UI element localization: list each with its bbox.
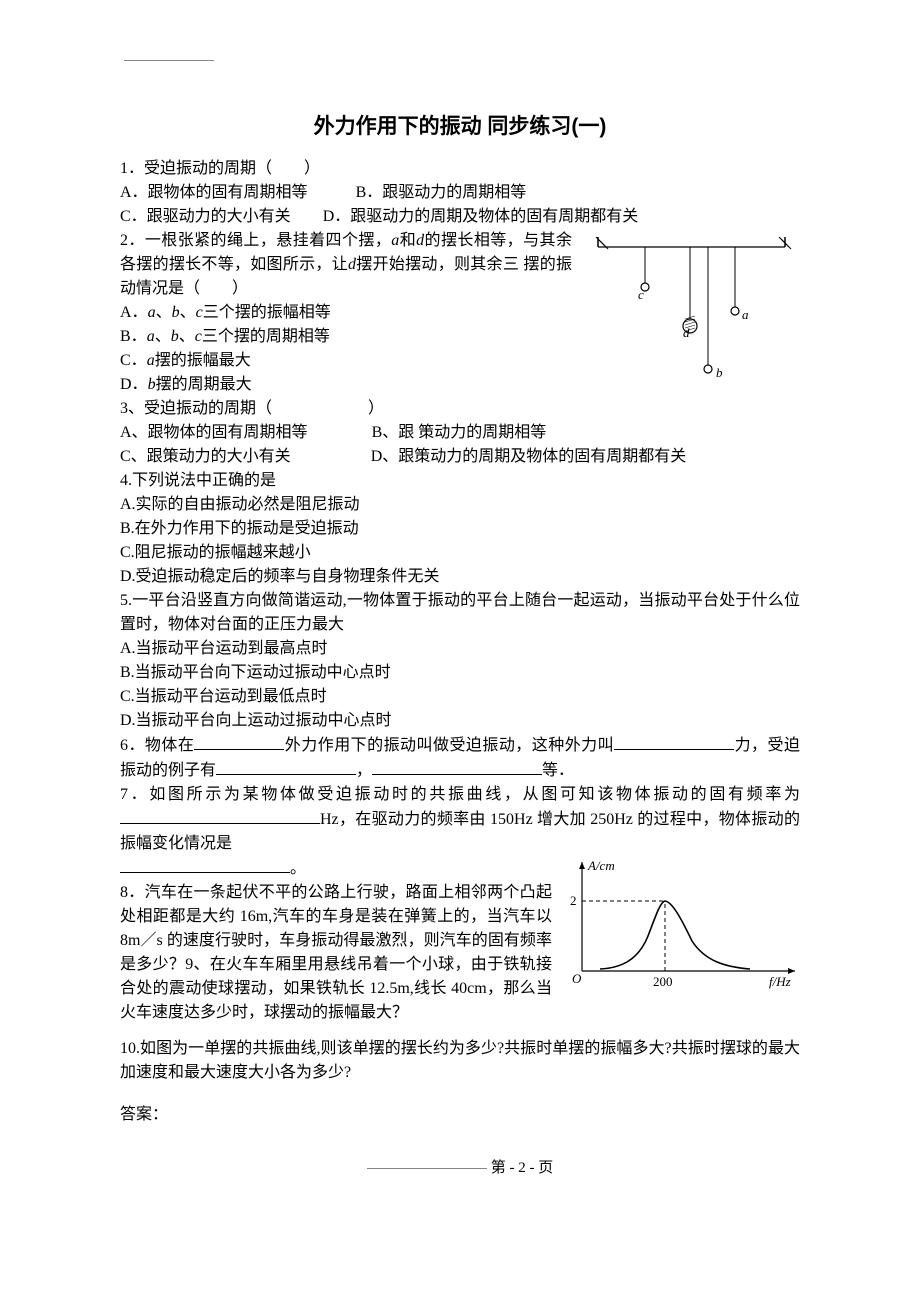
q1-c: C．跟驱动力的大小有关 bbox=[120, 208, 291, 225]
q4-d: D.受迫振动稳定后的频率与自身物理条件无关 bbox=[120, 565, 800, 589]
svg-text:c: c bbox=[638, 287, 644, 302]
q10: 10.如图为一单摆的共振曲线,则该单摆的摆长约为多少?共振时单摆的振幅多大?共振… bbox=[120, 1037, 800, 1085]
footer-rule bbox=[367, 1168, 487, 1169]
resonance-chart: A/cm f/Hz O 2 200 bbox=[560, 856, 800, 991]
svg-text:f/Hz: f/Hz bbox=[769, 974, 791, 989]
q1-a: A．跟物体的固有周期相等 bbox=[120, 184, 308, 201]
q6: 6．物体在外力作用下的振动叫做受迫振动，这种外力叫力，受迫振动的例子有，等． bbox=[120, 733, 800, 783]
q5-stem: 5.一平台沿竖直方向做简谐运动,一物体置于振动的平台上随台一起运动，当振动平台处… bbox=[120, 589, 800, 637]
svg-text:2: 2 bbox=[570, 893, 577, 908]
q3-row1: A、跟物体的固有周期相等 B、跟 策动力的周期相等 bbox=[120, 421, 800, 445]
blank bbox=[120, 856, 290, 873]
q4-stem: 4.下列说法中正确的是 bbox=[120, 469, 800, 493]
q5-d: D.当振动平台向上运动过振动中心点时 bbox=[120, 709, 800, 733]
q5-a: A.当振动平台运动到最高点时 bbox=[120, 637, 800, 661]
q5-b: B.当振动平台向下运动过振动中心点时 bbox=[120, 661, 800, 685]
svg-text:b: b bbox=[716, 365, 723, 380]
q1-stem: 1．受迫振动的周期（ ） bbox=[120, 157, 800, 181]
blank bbox=[614, 733, 734, 750]
q4-b: B.在外力作用下的振动是受迫振动 bbox=[120, 517, 800, 541]
pendulum-figure: c d a b bbox=[580, 229, 800, 389]
q3-row2: C、跟策动力的大小有关 D、跟策动力的周期及物体的固有周期都有关 bbox=[120, 445, 800, 469]
answer-label: 答案： bbox=[120, 1103, 800, 1127]
q7: 7．如图所示为某物体做受迫振动时的共振曲线，从图可知该物体振动的固有频率为Hz，… bbox=[120, 783, 800, 856]
q1-options-row1: A．跟物体的固有周期相等 B．跟驱动力的周期相等 bbox=[120, 181, 800, 205]
q1-b: B．跟驱动力的周期相等 bbox=[356, 184, 527, 201]
page-number: 第 - 2 - 页 bbox=[491, 1160, 554, 1176]
q3-d: D、跟策动力的周期及物体的固有周期都有关 bbox=[371, 448, 687, 465]
q3-b2: 策动力的周期相等 bbox=[418, 424, 546, 441]
q4-c: C.阻尼振动的振幅越来越小 bbox=[120, 541, 800, 565]
blank bbox=[216, 758, 356, 775]
header-rule bbox=[124, 60, 214, 61]
svg-text:A/cm: A/cm bbox=[587, 858, 615, 873]
svg-text:d: d bbox=[683, 325, 690, 340]
q4-a: A.实际的自由振动必然是阻尼振动 bbox=[120, 493, 800, 517]
blank bbox=[372, 758, 542, 775]
q1-d: D．跟驱动力的周期及物体的固有周期都有关 bbox=[323, 208, 639, 225]
svg-text:O: O bbox=[572, 971, 582, 986]
svg-text:a: a bbox=[742, 307, 749, 322]
page-title: 外力作用下的振动 同步练习(一) bbox=[120, 111, 800, 143]
q3-c: C、跟策动力的大小有关 bbox=[120, 448, 291, 465]
q3-b: B、跟 bbox=[372, 424, 415, 441]
svg-text:200: 200 bbox=[653, 974, 673, 989]
q5-c: C.当振动平台运动到最低点时 bbox=[120, 685, 800, 709]
q3-stem: 3、受迫振动的周期（ ） bbox=[120, 397, 800, 421]
q3-a: A、跟物体的固有周期相等 bbox=[120, 424, 308, 441]
page-footer: 第 - 2 - 页 bbox=[120, 1157, 800, 1180]
blank bbox=[120, 807, 320, 824]
blank bbox=[194, 733, 284, 750]
q1-options-row2: C．跟驱动力的大小有关 D．跟驱动力的周期及物体的固有周期都有关 bbox=[120, 205, 800, 229]
